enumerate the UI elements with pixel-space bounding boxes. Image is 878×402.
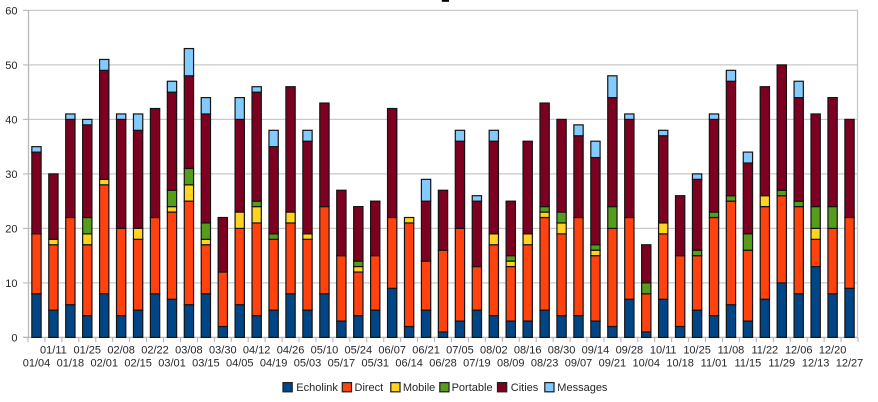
svg-text:03/01: 03/01	[158, 357, 186, 369]
svg-text:02/22: 02/22	[141, 345, 169, 357]
svg-text:11/01: 11/01	[701, 357, 728, 369]
svg-text:04/19: 04/19	[260, 357, 288, 369]
svg-text:09/21: 09/21	[599, 357, 627, 369]
svg-text:05/10: 05/10	[311, 345, 339, 357]
svg-text:12/20: 12/20	[819, 345, 847, 357]
svg-text:10/04: 10/04	[633, 357, 661, 369]
svg-text:10/18: 10/18	[666, 357, 694, 369]
svg-text:02/08: 02/08	[107, 345, 135, 357]
svg-text:12/06: 12/06	[785, 345, 813, 357]
svg-text:02/01: 02/01	[90, 357, 118, 369]
svg-text:08/30: 08/30	[548, 345, 576, 357]
svg-text:08/23: 08/23	[531, 357, 559, 369]
svg-text:05/03: 05/03	[294, 357, 322, 369]
svg-text:10/11: 10/11	[650, 345, 677, 357]
svg-text:05/31: 05/31	[361, 357, 389, 369]
svg-text:08/02: 08/02	[480, 345, 508, 357]
svg-text:09/14: 09/14	[582, 345, 610, 357]
svg-text:Echolink: Echolink	[296, 382, 338, 394]
svg-text:04/26: 04/26	[277, 345, 305, 357]
svg-text:30: 30	[5, 169, 17, 181]
svg-text:04/12: 04/12	[243, 345, 271, 357]
svg-text:02/15: 02/15	[124, 357, 152, 369]
svg-text:06/28: 06/28	[429, 357, 457, 369]
svg-text:01/11: 01/11	[40, 345, 67, 357]
svg-text:06/21: 06/21	[412, 345, 440, 357]
svg-text:08/09: 08/09	[497, 357, 525, 369]
svg-text:11/08: 11/08	[718, 345, 745, 357]
svg-text:11/29: 11/29	[768, 357, 795, 369]
svg-text:11/15: 11/15	[735, 357, 762, 369]
svg-text:Cities: Cities	[511, 382, 539, 394]
svg-text:07/05: 07/05	[446, 345, 474, 357]
svg-text:10: 10	[5, 278, 17, 290]
svg-text:09/07: 09/07	[565, 357, 593, 369]
svg-text:06/14: 06/14	[395, 357, 423, 369]
svg-text:06/07: 06/07	[378, 345, 406, 357]
svg-text:40: 40	[5, 114, 17, 126]
svg-text:04/05: 04/05	[226, 357, 254, 369]
svg-text:05/24: 05/24	[345, 345, 373, 357]
svg-text:08/16: 08/16	[514, 345, 542, 357]
svg-text:03/30: 03/30	[209, 345, 237, 357]
svg-text:05/17: 05/17	[328, 357, 356, 369]
svg-text:03/08: 03/08	[175, 345, 203, 357]
svg-text:01/18: 01/18	[57, 357, 85, 369]
svg-text:50: 50	[5, 60, 17, 72]
svg-text:12/27: 12/27	[836, 357, 864, 369]
svg-text:Mobile: Mobile	[403, 382, 435, 394]
svg-text:20: 20	[5, 223, 17, 235]
svg-text:12/13: 12/13	[802, 357, 830, 369]
svg-text:07/19: 07/19	[463, 357, 491, 369]
svg-text:09/28: 09/28	[616, 345, 644, 357]
svg-text:11/22: 11/22	[751, 345, 778, 357]
svg-text:Direct: Direct	[355, 382, 384, 394]
svg-text:10/25: 10/25	[683, 345, 711, 357]
svg-text:03/15: 03/15	[192, 357, 220, 369]
svg-text:0: 0	[11, 332, 17, 344]
svg-text:Portable: Portable	[452, 382, 493, 394]
svg-text:01/04: 01/04	[23, 357, 51, 369]
svg-text:60: 60	[5, 5, 17, 17]
svg-text:Messages: Messages	[557, 382, 608, 394]
svg-text:01/25: 01/25	[74, 345, 102, 357]
